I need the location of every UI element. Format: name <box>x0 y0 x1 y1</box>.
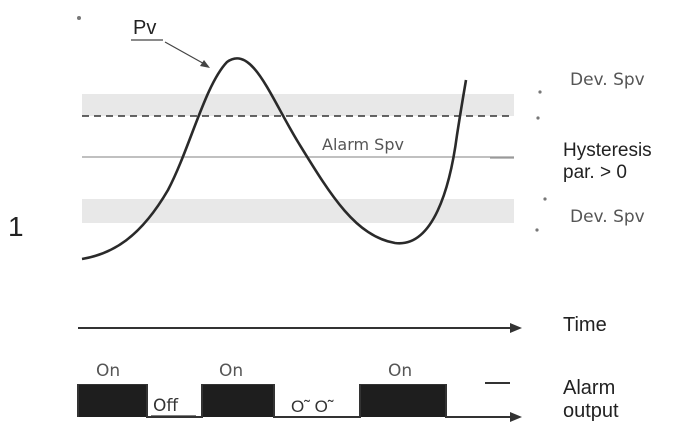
output-on-block-2 <box>203 385 273 417</box>
output-on-block-1 <box>79 385 146 417</box>
output-arrowhead-icon <box>510 412 522 422</box>
state-on-2: On <box>219 361 243 381</box>
alarm-output-label-2: output <box>563 400 619 422</box>
upper-hysteresis-band <box>82 94 514 116</box>
state-off-2: O˜ O˜ <box>291 397 334 416</box>
hysteresis-param-label: par. > 0 <box>563 162 627 183</box>
pv-leader-arrow <box>164 41 209 67</box>
pv-arrowhead-icon <box>200 60 210 68</box>
alarm-output-signal <box>77 384 515 418</box>
alarm-spv-label: Alarm Spv <box>322 135 404 154</box>
dev-spv-lower-label: Dev. Spv <box>570 207 645 227</box>
dev-spv-upper-label: Dev. Spv <box>570 70 645 90</box>
state-off: Off <box>153 396 179 416</box>
hysteresis-label: Hysteresis <box>563 140 652 161</box>
time-arrowhead-icon <box>510 323 522 333</box>
state-on-3: On <box>388 361 412 381</box>
alarm-output-label: Alarm <box>563 377 615 399</box>
state-on-1: On <box>96 361 120 381</box>
dev-upper-mark <box>538 90 542 94</box>
dev-upper-mark-2 <box>536 116 540 120</box>
axis-tip-mark <box>77 16 81 20</box>
output-on-block-3 <box>361 385 445 417</box>
pv-curve <box>81 57 468 261</box>
pv-label: Pv <box>133 17 156 39</box>
figure-number: 1 <box>8 211 24 242</box>
time-label: Time <box>563 314 607 336</box>
dev-lower-mark-2 <box>535 228 539 232</box>
dev-lower-mark <box>543 197 547 201</box>
